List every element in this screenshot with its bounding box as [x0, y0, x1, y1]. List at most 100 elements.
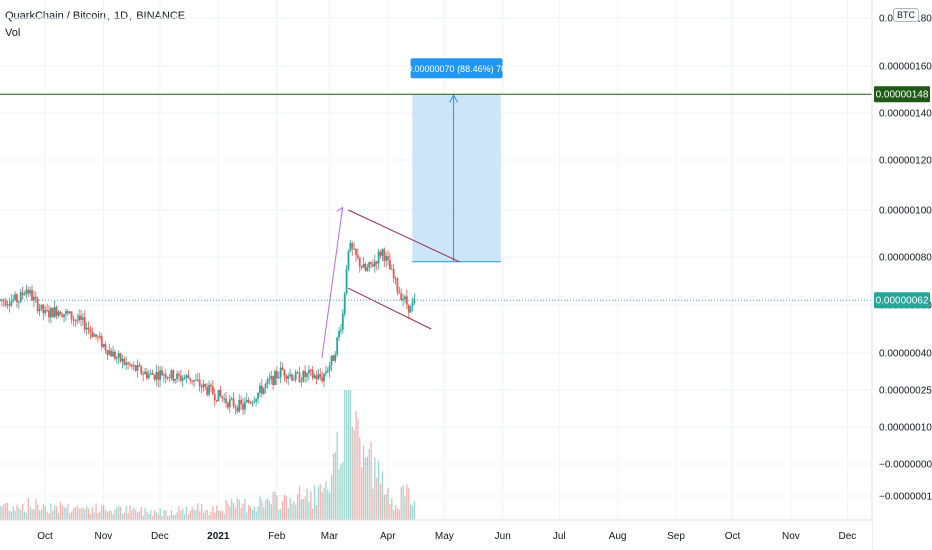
candle-body [383, 249, 386, 261]
long-position-tool[interactable]: 0.00000070 (88.46%) 70 [407, 58, 506, 263]
volume-bar [302, 498, 304, 520]
volume-bar [249, 506, 252, 520]
candle-body [343, 293, 346, 314]
volume-bar [280, 508, 282, 520]
volume-bar [199, 511, 201, 520]
volume-bar [332, 453, 335, 520]
time-tick-label: Nov [94, 531, 112, 542]
candle-body [270, 376, 273, 380]
candle-body [392, 269, 395, 279]
candle-body [189, 378, 192, 381]
candle-body [236, 407, 239, 412]
candle-body [25, 289, 28, 295]
volume-bar [342, 462, 344, 520]
volume-bar [251, 510, 254, 520]
volume-bar [27, 497, 29, 520]
volume-bar [372, 488, 374, 520]
candle-body [53, 307, 56, 318]
volume-bar [25, 512, 28, 520]
candle-body [198, 379, 201, 387]
volume-bar [291, 503, 293, 520]
time-axis-bg [0, 520, 872, 550]
price-tick-label: 0.00000160 [879, 62, 932, 73]
volume-bar [108, 510, 110, 520]
candle-body [251, 402, 254, 404]
volume-bar [295, 504, 297, 520]
time-tick-label: Aug [609, 531, 627, 542]
candle-body [87, 327, 90, 330]
volume-bar [5, 502, 7, 520]
drawings[interactable] [321, 206, 460, 359]
volume-bar [268, 500, 271, 520]
volume-bar [183, 514, 186, 520]
volume-bar [44, 506, 46, 520]
candle-body [277, 377, 280, 379]
candle-body [321, 377, 323, 382]
volume-bar [159, 508, 161, 520]
volume-bar [195, 509, 197, 520]
symbol-name[interactable]: QuarkChain / Bitcoin [5, 10, 106, 22]
candle-body [34, 296, 37, 299]
volume-indicator-label[interactable]: Vol [5, 27, 21, 39]
interval-label[interactable]: 1D [114, 10, 129, 22]
volume-bar [389, 504, 391, 520]
volume-bar [330, 475, 333, 520]
candle-body [411, 303, 414, 307]
time-tick-label: Oct [37, 531, 53, 542]
volume-bar [155, 512, 158, 520]
volume-bar [304, 496, 306, 520]
volume-bar [411, 505, 414, 520]
volume-bar [31, 509, 33, 520]
volume-bar [0, 505, 1, 520]
candle-body [313, 375, 316, 378]
volume-bar [232, 503, 235, 520]
horizontal-lines[interactable] [0, 93, 872, 301]
candle-body [147, 374, 150, 379]
candle-body [130, 364, 133, 367]
time-tick-label: May [435, 531, 454, 542]
volume-bar [185, 506, 188, 520]
volume-bar [257, 506, 259, 520]
price-tick-label: 0.00000140 [879, 109, 932, 120]
volume-bar [197, 503, 199, 520]
candle-body [402, 299, 404, 301]
volume-bar [353, 430, 355, 520]
volume-bar [253, 506, 255, 520]
volume-bar [402, 484, 404, 520]
volume-bar [167, 515, 169, 520]
candle-body [134, 365, 137, 371]
candle-body [355, 248, 357, 256]
candle-body [85, 327, 88, 330]
time-tick-label: 2021 [207, 531, 230, 542]
volume-bar [121, 514, 124, 520]
volume-bar [206, 509, 208, 520]
volume-bar [102, 504, 105, 520]
volume-bar [38, 510, 41, 520]
candle-body [89, 329, 92, 333]
volume-bar [138, 511, 141, 520]
candle-body [65, 311, 67, 315]
volume-bar [119, 506, 122, 520]
candle-body [330, 355, 333, 366]
candle-body [110, 350, 113, 357]
candle-body [155, 372, 158, 380]
volume-bar [86, 506, 88, 520]
candle-body [405, 296, 408, 305]
volume-bar [104, 509, 107, 520]
volume-bar [189, 510, 191, 520]
candle-body [6, 304, 9, 306]
candle-body [264, 384, 267, 388]
candle-body [161, 370, 163, 376]
time-tick-label: Feb [268, 531, 286, 542]
price-label: 0.00000148 [876, 90, 929, 101]
price-axis[interactable]: 0.000001800.000001600.000001400.00000120… [871, 0, 932, 550]
currency-badge[interactable]: BTC [893, 8, 919, 22]
candle-body [243, 402, 246, 410]
volume-bar [200, 504, 203, 520]
candle-body [287, 375, 290, 379]
volume-bar [312, 508, 314, 520]
candle-body [146, 371, 148, 379]
time-axis[interactable]: Oct Nov Dec 2021 Feb Mar Apr May Jun Jul Aug Sep Oct… [0, 519, 872, 550]
candle-body [36, 298, 39, 311]
